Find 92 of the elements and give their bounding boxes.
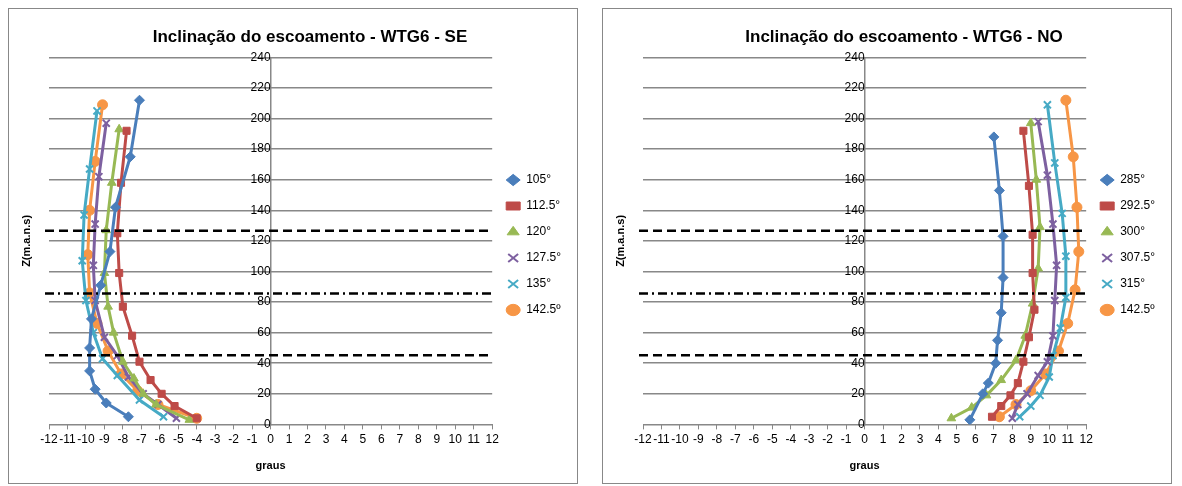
x-tick-label: -8: [117, 431, 129, 446]
legend-label: 292.5°: [1120, 198, 1156, 213]
y-tick-label: 180: [250, 141, 271, 156]
y-tick-label: 200: [844, 110, 865, 125]
x-tick-label: 10: [448, 431, 463, 446]
x-tick-label: -11: [653, 431, 671, 446]
x-tick-label: 1: [285, 431, 293, 446]
x-tick-label: -7: [135, 431, 147, 446]
x-axis-title: graus: [255, 459, 286, 472]
y-tick-label: 0: [857, 416, 865, 431]
x-axis-title: graus: [849, 459, 880, 472]
y-tick-label: 160: [844, 172, 865, 187]
x-tick-label: 10: [1042, 431, 1057, 446]
legend-label: 285°: [1120, 172, 1146, 187]
legend-label: 112.5°: [526, 198, 561, 213]
y-tick-label: 140: [844, 202, 865, 217]
x-tick-label: 11: [1061, 431, 1075, 446]
legend-label: 142.5º: [526, 302, 562, 317]
y-tick-label: 60: [257, 324, 271, 339]
y-tick-label: 220: [844, 80, 865, 95]
y-tick-label: 240: [250, 49, 271, 64]
y-tick-label: 240: [844, 49, 865, 64]
x-tick-label: 7: [990, 431, 998, 446]
y-axis-title: Z(m.a.n.s): [614, 214, 627, 267]
y-tick-label: 200: [250, 110, 271, 125]
x-tick-label: 8: [1008, 431, 1016, 446]
chart-title: Inclinação do escoamento - WTG6 - NO: [745, 26, 1063, 46]
x-tick-label: 6: [378, 431, 386, 446]
legend-label: 105°: [526, 172, 552, 187]
x-tick-label: -6: [154, 431, 166, 446]
x-tick-label: -12: [634, 431, 652, 446]
x-tick-label: -2: [822, 431, 834, 446]
y-tick-label: 180: [844, 141, 865, 156]
y-tick-label: 100: [844, 263, 865, 278]
x-tick-label: -6: [748, 431, 760, 446]
chart-title: Inclinação do escoamento - WTG6 - SE: [152, 26, 468, 46]
x-tick-label: 9: [1027, 431, 1035, 446]
x-tick-label: -7: [729, 431, 741, 446]
y-tick-label: 40: [851, 355, 865, 370]
x-tick-label: 12: [485, 431, 500, 446]
x-tick-label: 4: [935, 431, 943, 446]
y-tick-label: 20: [851, 386, 865, 401]
x-tick-label: -11: [59, 431, 77, 446]
x-tick-label: -2: [228, 431, 240, 446]
y-tick-label: 80: [851, 294, 865, 309]
x-tick-label: 4: [341, 431, 349, 446]
x-tick-label: 2: [304, 431, 312, 446]
y-tick-label: 0: [263, 416, 271, 431]
x-tick-label: 5: [359, 431, 367, 446]
x-tick-label: -5: [172, 431, 184, 446]
x-tick-label: 1: [879, 431, 887, 446]
y-tick-label: 20: [257, 386, 271, 401]
y-axis-title: Z(m.a.n.s): [20, 214, 33, 267]
x-tick-label: 6: [972, 431, 980, 446]
x-tick-label: 12: [1079, 431, 1094, 446]
y-tick-label: 120: [250, 233, 271, 248]
y-tick-label: 120: [844, 233, 865, 248]
x-tick-label: 5: [953, 431, 961, 446]
y-tick-label: 140: [250, 202, 271, 217]
x-tick-label: -3: [209, 431, 221, 446]
legend-label: 127.5°: [526, 250, 562, 265]
x-tick-label: 9: [433, 431, 441, 446]
x-tick-label: 11: [467, 431, 481, 446]
legend-label: 142.5º: [1120, 302, 1156, 317]
x-tick-label: 3: [916, 431, 924, 446]
x-tick-label: -10: [671, 431, 689, 446]
y-tick-label: 60: [851, 324, 865, 339]
x-tick-label: -9: [99, 431, 111, 446]
x-tick-label: -5: [766, 431, 778, 446]
x-tick-label: -9: [693, 431, 705, 446]
x-tick-label: -8: [711, 431, 723, 446]
legend-label: 135°: [526, 276, 552, 291]
x-tick-label: 7: [396, 431, 404, 446]
legend-label: 120°: [526, 224, 552, 239]
x-tick-label: -1: [840, 431, 852, 446]
y-tick-label: 80: [257, 294, 271, 309]
legend-label: 307.5°: [1120, 250, 1156, 265]
x-tick-label: 3: [322, 431, 330, 446]
x-tick-label: -4: [785, 431, 797, 446]
x-tick-label: -12: [40, 431, 58, 446]
legend-label: 300°: [1120, 224, 1146, 239]
x-tick-label: 8: [414, 431, 422, 446]
x-tick-label: -3: [803, 431, 815, 446]
x-tick-label: -10: [77, 431, 95, 446]
x-tick-label: 2: [898, 431, 906, 446]
y-tick-label: 220: [250, 80, 271, 95]
y-tick-label: 160: [250, 172, 271, 187]
y-tick-label: 100: [250, 263, 271, 278]
y-tick-label: 40: [257, 355, 271, 370]
x-tick-label: -1: [246, 431, 258, 446]
x-tick-label: -4: [191, 431, 203, 446]
legend-label: 315°: [1120, 276, 1146, 291]
